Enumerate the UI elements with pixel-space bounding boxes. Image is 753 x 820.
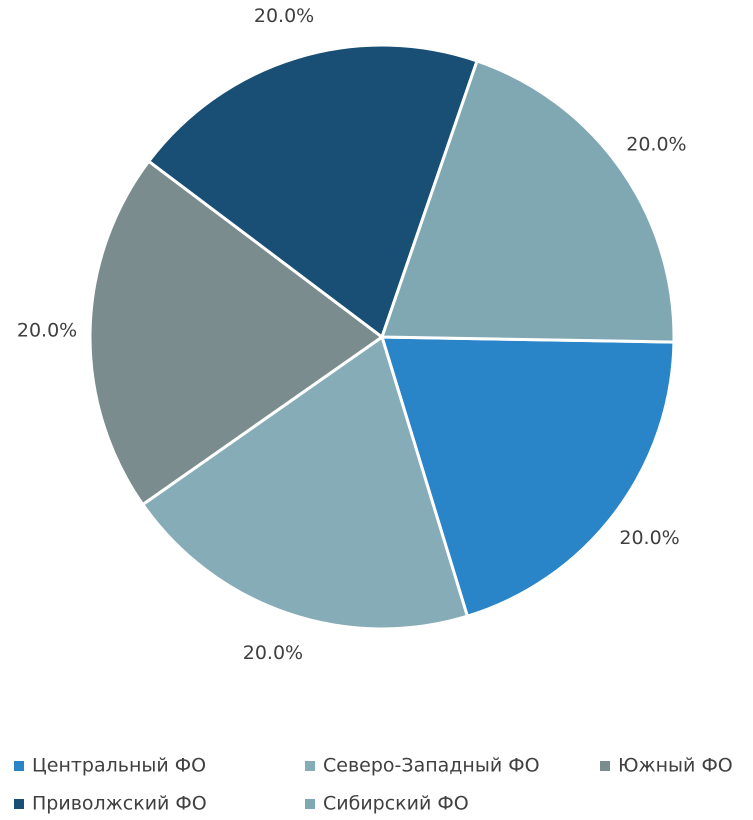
legend-marker	[305, 761, 315, 771]
legend-label: Северо-Западный ФО	[323, 755, 540, 777]
legend-label: Центральный ФО	[32, 755, 206, 777]
pie-slice	[146, 43, 479, 340]
legend-label: Сибирский ФО	[323, 793, 469, 815]
data-label: 20.0%	[254, 5, 314, 27]
pie-slice	[140, 334, 470, 631]
pie-slice	[379, 59, 676, 344]
legend-marker	[305, 799, 315, 809]
pie-slice	[88, 159, 385, 507]
data-label: 20.0%	[17, 320, 77, 342]
legend-marker	[14, 761, 24, 771]
legend-label: Южный ФО	[618, 755, 733, 777]
legend-marker	[600, 761, 610, 771]
pie-slice	[379, 335, 676, 619]
legend-label: Приволжский ФО	[32, 793, 207, 815]
data-label: 20.0%	[243, 642, 303, 664]
data-label: 20.0%	[619, 527, 679, 549]
data-label: 20.0%	[626, 133, 686, 155]
legend-marker	[14, 799, 24, 809]
